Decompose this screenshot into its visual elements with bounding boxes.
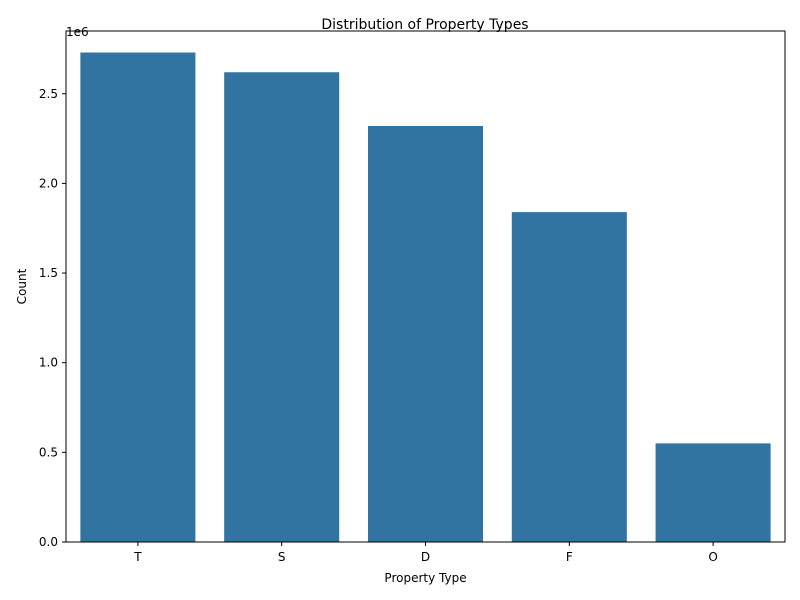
y-tick-label: 2.0 [39, 176, 58, 190]
y-axis: 0.0 0.5 1.0 1.5 2.0 2.5 [39, 87, 66, 549]
y-tick-label: 1.5 [39, 266, 58, 280]
bar-O [655, 443, 771, 542]
x-tick-label-O: O [708, 550, 717, 564]
y-tick-label: 0.0 [39, 535, 58, 549]
y-axis-label: Count [15, 268, 29, 304]
bar-F [511, 212, 627, 542]
y-tick-label: 1.0 [39, 356, 58, 370]
y-tick-label: 0.5 [39, 445, 58, 459]
y-tick-label: 2.5 [39, 87, 58, 101]
x-tick-label-T: T [133, 550, 142, 564]
chart-title: Distribution of Property Types [321, 17, 528, 33]
x-tick-label-D: D [421, 550, 430, 564]
x-axis-label: Property Type [384, 571, 466, 585]
y-axis-offset-label: 1e6 [66, 25, 89, 39]
bar-T [80, 52, 196, 543]
plot-frame [65, 30, 786, 543]
bar-D [367, 126, 484, 542]
x-tick-label-F: F [566, 550, 573, 564]
bar-S [224, 72, 340, 543]
bars-layer [80, 52, 771, 543]
x-tick-label-S: S [278, 550, 286, 564]
